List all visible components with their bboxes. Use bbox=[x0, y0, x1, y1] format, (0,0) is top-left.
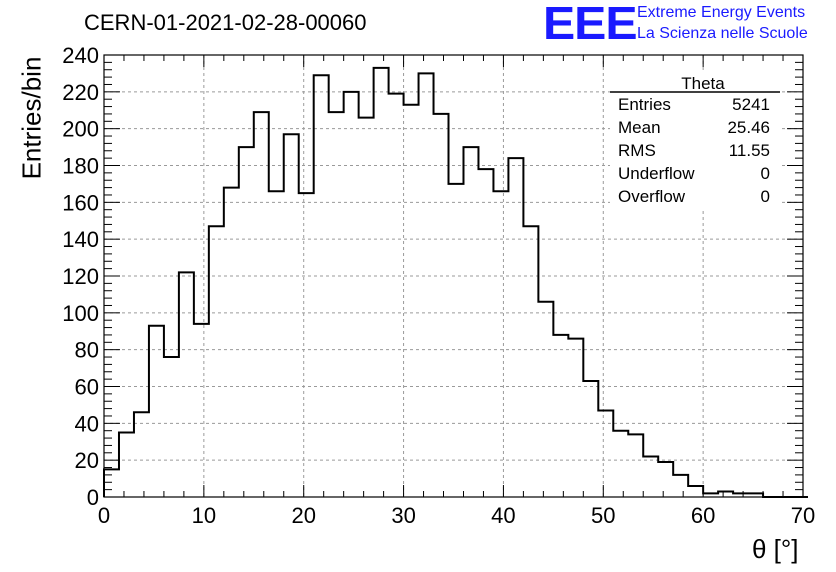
x-tick-label: 70 bbox=[791, 503, 815, 528]
histogram-bin bbox=[613, 431, 628, 497]
org-name-line1: Extreme Energy Events bbox=[637, 4, 806, 21]
histogram-bin bbox=[329, 112, 344, 497]
y-tick-label: 200 bbox=[62, 117, 99, 142]
stats-row-label: RMS bbox=[618, 141, 656, 160]
histogram-bin bbox=[374, 68, 389, 497]
org-name-line2: La Scienza nelle Scuole bbox=[637, 25, 808, 42]
y-tick-label: 20 bbox=[75, 448, 99, 473]
x-tick-label: 40 bbox=[491, 503, 515, 528]
histogram-bin bbox=[164, 357, 179, 497]
histogram-bin bbox=[224, 188, 239, 497]
x-tick-label: 30 bbox=[391, 503, 415, 528]
histogram-bin bbox=[269, 191, 284, 497]
histogram-bin bbox=[404, 105, 419, 497]
histogram-bin bbox=[149, 326, 164, 497]
histogram-bin bbox=[359, 118, 374, 497]
histogram-bin bbox=[508, 158, 523, 497]
histogram-bin bbox=[344, 92, 359, 497]
chart-title: CERN-01-2021-02-28-00060 bbox=[84, 10, 367, 35]
histogram-bin bbox=[179, 272, 194, 497]
histogram-bin bbox=[254, 112, 269, 497]
x-tick-label: 20 bbox=[291, 503, 315, 528]
histogram-bin bbox=[628, 434, 643, 497]
histogram-bin bbox=[688, 486, 703, 497]
histogram-bin bbox=[119, 433, 134, 497]
histogram-outline bbox=[103, 66, 808, 498]
histogram-bin bbox=[493, 191, 508, 497]
y-tick-label: 120 bbox=[62, 264, 99, 289]
histogram-bin bbox=[523, 226, 538, 497]
stats-row-label: Mean bbox=[618, 118, 661, 137]
x-tick-label: 50 bbox=[591, 503, 615, 528]
histogram-bin bbox=[463, 147, 478, 497]
x-tick-label: 60 bbox=[691, 503, 715, 528]
histogram-bin bbox=[583, 381, 598, 497]
x-tick-label: 10 bbox=[192, 503, 216, 528]
stats-row-value: 0 bbox=[761, 187, 770, 206]
histogram-bin bbox=[568, 339, 583, 497]
histogram-bin bbox=[284, 134, 299, 497]
histogram-bin bbox=[598, 410, 613, 497]
y-tick-label: 100 bbox=[62, 301, 99, 326]
histogram-bin bbox=[389, 94, 404, 497]
histogram-bin bbox=[434, 114, 449, 497]
histogram-bin bbox=[673, 475, 688, 497]
histogram-bin bbox=[478, 169, 493, 497]
histogram-bin bbox=[538, 302, 553, 497]
histogram-bin bbox=[449, 184, 464, 497]
histogram-bin bbox=[299, 193, 314, 497]
histogram-bin bbox=[104, 469, 119, 497]
stats-row-label: Overflow bbox=[618, 187, 686, 206]
stats-box-background bbox=[610, 73, 780, 211]
histogram-bin bbox=[239, 147, 254, 497]
stats-row-value: 11.55 bbox=[729, 141, 770, 160]
stats-row-value: 25.46 bbox=[727, 118, 770, 137]
histogram-bin bbox=[643, 456, 658, 497]
y-tick-label: 140 bbox=[62, 227, 99, 252]
x-axis-label: θ [°] bbox=[752, 534, 799, 564]
y-tick-label: 0 bbox=[87, 485, 99, 510]
histogram-bin bbox=[134, 412, 149, 497]
y-tick-label: 80 bbox=[75, 338, 99, 363]
axes: 0 10 20 30 40 50 60 70 0 20 40 60 80 100 120 140 160 180 2… bbox=[62, 43, 815, 528]
stats-row-label: Underflow bbox=[618, 164, 695, 183]
stats-row-value: 5241 bbox=[732, 95, 770, 114]
stats-row-label: Entries bbox=[618, 95, 671, 114]
eee-logo: EEE bbox=[543, 0, 638, 49]
y-tick-label: 160 bbox=[62, 190, 99, 215]
histogram-bin bbox=[314, 75, 329, 497]
y-tick-label: 60 bbox=[75, 375, 99, 400]
y-tick-label: 240 bbox=[62, 43, 99, 68]
y-axis-label: Entries/bin bbox=[16, 56, 47, 180]
histogram-bin bbox=[658, 462, 673, 497]
histogram-bin bbox=[419, 73, 434, 497]
histogram-bars bbox=[103, 66, 808, 498]
stats-row-value: 0 bbox=[761, 164, 770, 183]
y-tick-label: 40 bbox=[75, 411, 99, 436]
stats-box: Theta Entries 5241 Mean 25.46 RMS 11.55 Underfl… bbox=[610, 73, 780, 211]
y-tick-label: 180 bbox=[62, 154, 99, 179]
y-tick-label: 220 bbox=[62, 80, 99, 105]
x-tick-label: 0 bbox=[98, 503, 110, 528]
histogram-bin bbox=[553, 335, 568, 497]
histogram-bin bbox=[209, 226, 224, 497]
stats-box-name: Theta bbox=[681, 74, 725, 93]
